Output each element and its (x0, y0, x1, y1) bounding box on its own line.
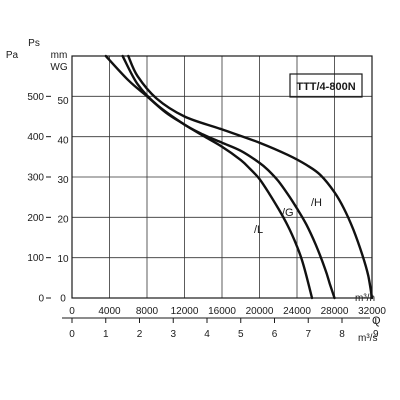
wg-tick-label: 30 (57, 175, 69, 186)
curve-label-h: /H (311, 197, 322, 209)
m3s-tick-label: 9 (373, 329, 379, 340)
model-label-box (289, 73, 363, 98)
m3s-tick-label: 3 (170, 329, 176, 340)
pa-tick-label: 0 (38, 294, 44, 305)
ps-header: Ps (28, 38, 40, 49)
fan-curve-h (127, 54, 374, 300)
m3s-tick-label: 5 (238, 329, 244, 340)
m3h-unit: m³/h (355, 293, 375, 304)
m3s-tick-label: 2 (137, 329, 143, 340)
wg-tick-label: 10 (57, 254, 69, 265)
wg-tick-label: 0 (60, 294, 66, 305)
wg-header: WG (50, 62, 67, 73)
wg-tick-label: 20 (57, 214, 69, 225)
q-label: Q (372, 315, 381, 327)
m3h-tick-label: 8000 (136, 306, 159, 317)
m3h-tick-label: 32000 (358, 306, 386, 317)
m3s-tick-label: 0 (69, 329, 75, 340)
m3h-tick-label: 4000 (98, 306, 121, 317)
m3h-tick-label: 20000 (246, 306, 274, 317)
model-label: TTT/4-800N (296, 81, 355, 93)
curve-label-g: /G (282, 207, 294, 219)
pa-tick-label: 500 (27, 92, 44, 103)
pa-header: Pa (6, 50, 19, 61)
m3h-tick-label: 28000 (321, 306, 349, 317)
m3h-tick-label: 24000 (283, 306, 311, 317)
m3s-tick-label: 1 (103, 329, 109, 340)
m3s-tick-label: 8 (339, 329, 345, 340)
m3s-tick-label: 4 (204, 329, 210, 340)
fan-curves (104, 54, 374, 300)
mm-header: mm (51, 50, 68, 61)
pa-tick-label: 100 (27, 253, 44, 264)
m3h-tick-label: 12000 (171, 306, 199, 317)
pa-tick-label: 200 (27, 213, 44, 224)
pa-tick-label: 300 (27, 173, 44, 184)
fan-curve-g (121, 54, 336, 300)
m3s-tick-label: 7 (305, 329, 311, 340)
m3h-tick-label: 16000 (208, 306, 236, 317)
m3s-unit: m³/s (358, 333, 377, 344)
wg-tick-label: 40 (57, 135, 69, 146)
pa-tick-label: 400 (27, 132, 44, 143)
m3s-tick-label: 6 (272, 329, 278, 340)
m3h-tick-label: 0 (69, 306, 75, 317)
curve-label-l: /L (254, 224, 263, 236)
wg-tick-label: 50 (57, 96, 69, 107)
plot-frame (71, 55, 373, 299)
